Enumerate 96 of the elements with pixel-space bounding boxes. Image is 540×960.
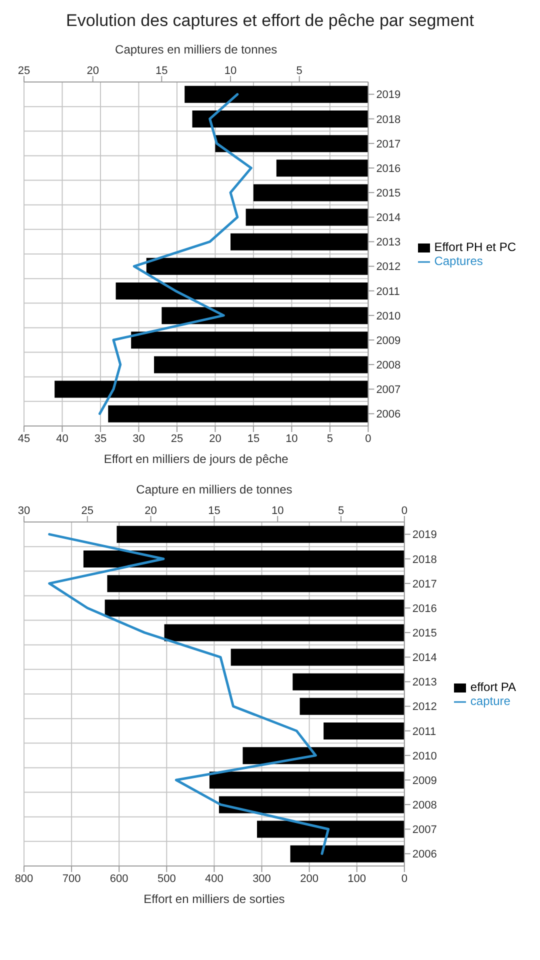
y-tick-label: 2009 xyxy=(376,334,401,347)
y-tick-label: 2013 xyxy=(412,676,437,689)
x2-tick-label: 5 xyxy=(338,505,344,517)
x-tick-label: 15 xyxy=(247,432,260,445)
y-tick-label: 2018 xyxy=(376,114,401,126)
x-tick-label: 45 xyxy=(18,432,30,445)
x-tick-label: 30 xyxy=(132,432,145,445)
x-tick-label: 300 xyxy=(252,872,271,885)
y-tick-label: 2015 xyxy=(376,187,401,200)
bar xyxy=(83,550,404,568)
x-tick-label: 10 xyxy=(286,432,298,445)
y-tick-label: 2014 xyxy=(412,652,437,664)
y-tick-label: 2008 xyxy=(376,359,401,372)
x-tick-label: 500 xyxy=(157,872,176,885)
x2-tick-label: 20 xyxy=(144,505,157,517)
chart-title: Evolution des captures et effort de pêche par segment xyxy=(65,10,475,32)
y-tick-label: 2012 xyxy=(412,701,437,714)
bar xyxy=(192,110,368,128)
legend-label: Captures xyxy=(434,254,483,268)
legend-label: capture xyxy=(470,694,510,708)
y-tick-label: 2010 xyxy=(412,750,437,762)
bar xyxy=(116,526,404,543)
x-tick-label: 25 xyxy=(170,432,184,445)
bar xyxy=(107,575,404,592)
y-tick-label: 2012 xyxy=(376,261,401,274)
y-tick-label: 2016 xyxy=(412,602,437,615)
x2-tick-label: 25 xyxy=(81,505,94,517)
bar xyxy=(146,258,368,275)
x-axis-title: Effort en milliers de jours de pêche xyxy=(104,452,289,466)
bar xyxy=(104,600,404,617)
y-tick-label: 2014 xyxy=(376,212,401,224)
x-tick-label: 5 xyxy=(326,432,334,445)
bar xyxy=(290,845,404,862)
bar xyxy=(246,208,368,226)
bar xyxy=(230,233,368,250)
y-tick-label: 2009 xyxy=(412,774,437,787)
y-tick-label: 2016 xyxy=(376,162,401,175)
bar xyxy=(108,405,368,422)
x-tick-label: 200 xyxy=(300,872,318,885)
bar xyxy=(54,380,368,398)
bar xyxy=(292,673,404,690)
bar xyxy=(116,282,368,300)
y-tick-label: 2006 xyxy=(412,848,437,861)
bar xyxy=(162,307,368,324)
x-tick-label: 800 xyxy=(14,872,34,885)
y-tick-label: 2008 xyxy=(412,799,437,812)
bar xyxy=(242,747,404,764)
bar xyxy=(215,135,368,152)
x2-tick-label: 0 xyxy=(401,505,408,517)
x2-tick-label: 20 xyxy=(86,65,99,77)
y-tick-label: 2017 xyxy=(376,138,401,150)
y-tick-label: 2007 xyxy=(376,384,401,396)
bar xyxy=(218,796,404,814)
bar xyxy=(131,332,368,349)
x-tick-label: 40 xyxy=(56,432,68,445)
x-tick-label: 700 xyxy=(62,872,81,885)
bar xyxy=(276,160,368,177)
y-tick-label: 2018 xyxy=(412,554,437,566)
bar xyxy=(253,184,368,202)
x2-axis-title: Captures en milliers de tonnes xyxy=(115,42,278,57)
y-tick-label: 2007 xyxy=(412,824,437,836)
x-tick-label: 20 xyxy=(209,432,222,445)
x-tick-label: 0 xyxy=(365,432,372,445)
x2-tick-label: 15 xyxy=(208,505,220,517)
bar xyxy=(154,356,368,374)
x-tick-label: 100 xyxy=(348,872,366,885)
y-tick-label: 2011 xyxy=(412,726,436,738)
y-tick-label: 2011 xyxy=(376,286,400,298)
bar xyxy=(230,648,404,666)
bar xyxy=(209,772,404,789)
y-tick-label: 2015 xyxy=(412,627,437,640)
x2-tick-label: 30 xyxy=(18,505,30,517)
y-tick-label: 2006 xyxy=(376,408,401,421)
bar xyxy=(184,86,368,103)
x2-tick-label: 5 xyxy=(296,65,302,77)
y-tick-label: 2010 xyxy=(376,310,401,322)
bar xyxy=(257,820,404,838)
x2-tick-label: 15 xyxy=(156,65,168,77)
x2-axis-title: Capture en milliers de tonnes xyxy=(136,482,292,497)
y-tick-label: 2019 xyxy=(412,529,437,542)
x-tick-label: 0 xyxy=(401,872,408,885)
bar xyxy=(164,624,404,642)
x2-tick-label: 25 xyxy=(18,65,30,77)
bar xyxy=(324,722,404,740)
legend-label: Effort PH et PC xyxy=(434,240,516,254)
x2-tick-label: 10 xyxy=(224,65,237,77)
legend-label: effort PA xyxy=(470,680,516,694)
x-tick-label: 35 xyxy=(94,432,107,445)
x-tick-label: 600 xyxy=(110,872,128,885)
y-tick-label: 2013 xyxy=(376,236,401,249)
y-tick-label: 2019 xyxy=(376,89,401,102)
x2-tick-label: 10 xyxy=(271,505,284,517)
x-axis-title: Effort en milliers de sorties xyxy=(144,892,285,906)
x-tick-label: 400 xyxy=(205,872,224,885)
bar xyxy=(300,698,404,715)
y-tick-label: 2017 xyxy=(412,578,437,590)
